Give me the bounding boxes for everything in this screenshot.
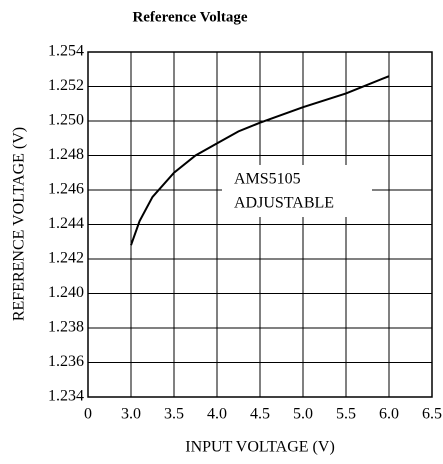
y-tick-label: 1.240: [48, 284, 84, 301]
y-tick-label: 1.238: [48, 319, 84, 336]
annotation: ADJUSTABLE: [234, 195, 334, 212]
y-tick-label: 1.244: [48, 215, 84, 232]
y-tick-label: 1.242: [48, 250, 84, 267]
y-tick-label: 1.236: [48, 353, 84, 370]
y-tick-label: 1.246: [48, 181, 84, 198]
chart-title: Reference Voltage: [132, 9, 247, 25]
line-series: [130, 75, 390, 246]
x-tick-label: 4.5: [250, 406, 270, 423]
x-tick-label: 6.5: [422, 406, 442, 423]
x-tick-label: 3.5: [164, 406, 184, 423]
annotation-box: [222, 165, 372, 217]
y-tick-label: 1.252: [48, 77, 84, 94]
plot-frame: [87, 51, 433, 398]
x-tick-label: 3.0: [121, 406, 141, 423]
y-tick-label: 1.250: [48, 112, 84, 129]
x-tick-label: 6.0: [379, 406, 399, 423]
x-tick-label: 4.0: [207, 406, 227, 423]
y-tick-label: 1.254: [48, 43, 84, 60]
annotation: AMS5105: [234, 171, 301, 188]
x-tick-label: 5.5: [336, 406, 356, 423]
y-axis-label: REFERENCE VOLTAGE (V): [11, 127, 28, 321]
y-tick-label: 1.248: [48, 146, 84, 163]
y-tick-label: 1.234: [48, 388, 84, 405]
x-tick-label: 0: [84, 406, 92, 423]
x-tick-label: 5.0: [293, 406, 313, 423]
x-axis-label: INPUT VOLTAGE (V): [185, 439, 335, 456]
